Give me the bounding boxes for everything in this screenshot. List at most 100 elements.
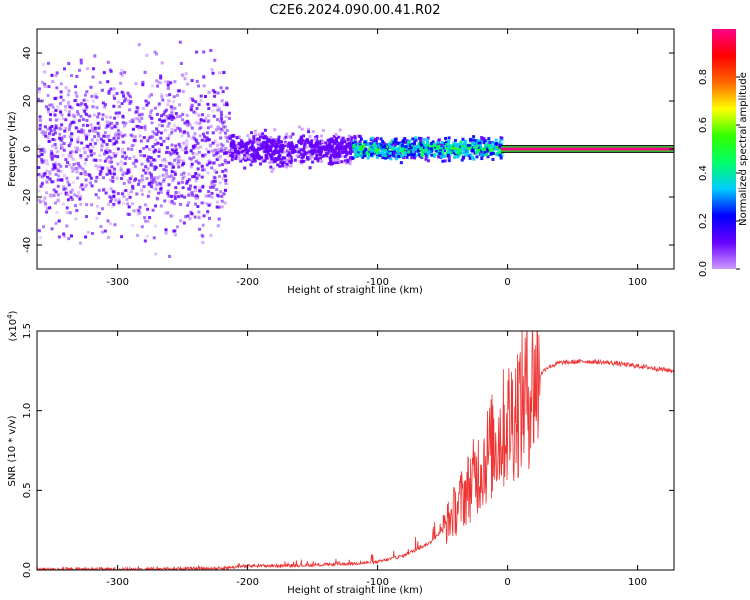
spectrogram-cell: [480, 157, 484, 161]
spectrogram-cell: [383, 144, 387, 148]
spectrogram-cell: [354, 152, 358, 156]
spectrogram-cell: [90, 104, 94, 108]
spectrogram-cell: [433, 153, 437, 157]
spectrogram-cell: [181, 90, 185, 94]
spectrogram-cell: [158, 118, 162, 122]
spectrogram-cell: [372, 149, 376, 153]
spectrogram-cell: [49, 129, 53, 133]
spectrogram-cell: [37, 154, 41, 158]
spectrogram-cell: [103, 103, 107, 107]
spectrogram-cell: [428, 149, 432, 153]
spectrogram-cell: [49, 113, 53, 117]
bottom-x-tick-label: -100: [366, 577, 389, 588]
spectrogram-cell: [440, 143, 444, 147]
spectrogram-cell: [183, 121, 187, 125]
spectrogram-cell: [103, 105, 107, 109]
spectrogram-cell: [173, 233, 177, 237]
spectrogram-cell: [79, 172, 83, 176]
spectrogram-cell: [303, 142, 307, 146]
colorbar-gradient: [712, 29, 736, 269]
spectrogram-cell: [52, 165, 56, 169]
spectrogram-cell: [146, 207, 150, 211]
spectrogram-cell: [89, 123, 93, 127]
spectrogram-cell: [464, 153, 468, 157]
spectrogram-cell: [84, 183, 88, 187]
colorbar-tick-label: 0.0: [698, 261, 709, 277]
spectrogram-cell: [116, 125, 120, 129]
spectrogram-cell: [115, 132, 119, 136]
spectrogram-cell: [319, 156, 323, 160]
spectrogram-cell: [151, 145, 155, 149]
spectrogram-cell: [183, 77, 187, 81]
spectrogram-cell: [129, 133, 133, 137]
spectrogram-cell: [327, 151, 331, 155]
spectrogram-cell: [56, 167, 60, 171]
spectrogram-cell: [248, 153, 252, 157]
spectrogram-cell: [136, 233, 140, 237]
spectrogram-cell: [241, 149, 245, 153]
spectrogram-cell: [79, 185, 83, 189]
spectrogram-cell: [224, 115, 228, 119]
spectrogram-cell: [173, 170, 177, 174]
spectrogram-cell: [379, 143, 383, 147]
spectrogram-cell: [39, 184, 43, 188]
spectrogram-cell: [51, 168, 55, 172]
spectrogram-cell: [419, 145, 423, 149]
spectrogram-cell: [67, 62, 71, 66]
spectrogram-cell: [160, 95, 164, 99]
spectrogram-cell: [103, 131, 107, 135]
spectrogram-cell: [170, 201, 174, 205]
spectrogram-cell: [301, 153, 305, 157]
spectrogram-cell: [143, 128, 147, 132]
spectrogram-cell: [252, 157, 256, 161]
spectrogram-cell: [113, 167, 117, 171]
spectrogram-cell: [249, 131, 253, 135]
spectrogram-cell: [148, 135, 152, 139]
spectrogram-cell: [287, 141, 291, 145]
spectrogram-cell: [46, 177, 50, 181]
spectrogram-cell: [59, 127, 63, 131]
spectrogram-cell: [75, 208, 79, 212]
spectrogram-cell: [252, 154, 256, 158]
spectrogram-cell: [145, 103, 149, 107]
spectrogram-cell: [238, 146, 242, 150]
spectrogram-cell: [143, 70, 147, 74]
spectrogram-cell: [328, 139, 332, 143]
spectrogram-cell: [248, 146, 252, 150]
spectrogram-cell: [115, 176, 119, 180]
spectrogram-cell: [37, 173, 41, 177]
spectrogram-cell: [201, 235, 205, 239]
spectrogram-cell: [213, 139, 217, 143]
spectrogram-cell: [180, 194, 184, 198]
spectrogram-cell: [291, 150, 295, 154]
spectrogram-cell: [289, 144, 293, 148]
spectrogram-cell: [221, 144, 225, 148]
spectrogram-cell: [50, 124, 54, 128]
spectrogram-cell: [150, 176, 154, 180]
spectrogram-cell: [142, 185, 146, 189]
spectrogram-cell: [211, 141, 215, 145]
spectrogram-cell: [448, 145, 452, 149]
spectrogram-cell: [335, 157, 339, 161]
spectrogram-cell: [166, 103, 170, 107]
spectrogram-cell: [457, 148, 461, 152]
spectrogram-cell: [164, 228, 168, 232]
spectrogram-cell: [352, 141, 356, 145]
spectrogram-cell: [184, 72, 188, 76]
spectrogram-cell: [348, 162, 352, 166]
spectrogram-cell: [54, 74, 58, 78]
spectrogram-cell: [456, 155, 460, 159]
spectrogram-cell: [87, 147, 91, 151]
spectrogram-cell: [115, 91, 119, 95]
spectrogram-cell: [486, 141, 490, 145]
spectrogram-cell: [213, 148, 217, 152]
spectrogram-cell: [155, 112, 159, 116]
spectrogram-cell: [299, 141, 303, 145]
spectrogram-cell: [39, 236, 43, 240]
spectrogram-cell: [223, 126, 227, 130]
spectrogram-cell: [166, 191, 170, 195]
spectrogram-cell: [217, 217, 221, 221]
spectrogram-cell: [244, 145, 248, 149]
spectrogram-cell: [101, 113, 105, 117]
spectrogram-cell: [221, 71, 225, 75]
